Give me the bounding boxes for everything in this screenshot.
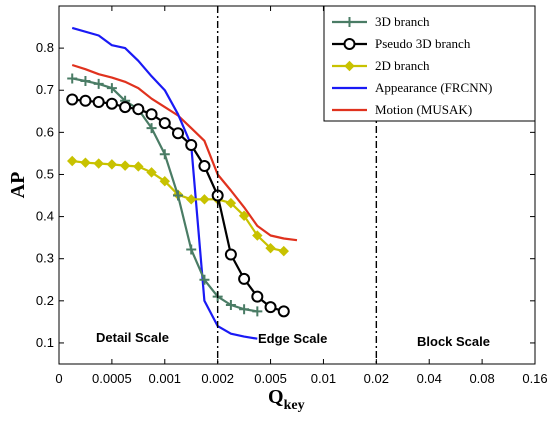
data-point-2d-branch	[225, 197, 237, 209]
data-point-pseudo-3d-branch	[105, 97, 118, 110]
y-tick-label: 0.4	[36, 209, 54, 224]
ticks-layer: 0 0.0005 0.001 0.002 0.005 0.01 0.02 0.04 0.08 0.…	[36, 6, 548, 386]
data-point-pseudo-3d-branch	[119, 101, 132, 114]
x-axis-title-main: Q	[268, 386, 284, 408]
y-tick-label: 0.1	[36, 335, 54, 350]
x-tick-label: 0	[55, 371, 62, 386]
legend-label-motion-musak: Motion (MUSAK)	[375, 102, 472, 117]
data-point-2d-branch	[146, 167, 157, 178]
data-point-2d-branch	[278, 245, 289, 257]
legend-marker-3d-branch	[344, 17, 355, 27]
x-tick-label: 0.001	[149, 371, 182, 386]
plot-frame	[58, 5, 536, 365]
data-point-2d-branch	[67, 155, 78, 167]
legend-entry-pseudo-3d-branch: Pseudo 3D branch	[332, 36, 471, 51]
series-appearance-frcnn	[71, 26, 258, 340]
data-point-3d-branch	[252, 306, 263, 317]
data-point-pseudo-3d-branch	[264, 301, 277, 314]
data-point-3d-branch	[80, 75, 91, 86]
data-point-pseudo-3d-branch	[185, 138, 198, 151]
data-point-pseudo-3d-branch	[79, 94, 92, 107]
series-pseudo-3d-branch	[66, 93, 290, 318]
legend-marker-2d-branch	[344, 60, 355, 72]
x-tick-label: 0.08	[469, 371, 494, 386]
data-point-3d-branch	[173, 190, 183, 201]
y-tick-label: 0.8	[36, 40, 54, 55]
data-point-3d-branch	[159, 149, 170, 160]
data-point-2d-branch	[265, 242, 276, 254]
legend-label-2d-branch: 2D branch	[375, 58, 430, 73]
legend-entry-motion-musak: Motion (MUSAK)	[332, 102, 472, 117]
legend-label-appearance-frcnn: Appearance (FRCNN)	[375, 80, 492, 95]
data-point-pseudo-3d-branch	[158, 117, 171, 130]
y-tick-label: 0.3	[36, 251, 54, 266]
y-tick-label: 0.7	[36, 82, 54, 97]
series-line-motion-musak	[71, 63, 298, 242]
x-tick-label: 0.0005	[92, 371, 132, 386]
data-point-3d-branch	[186, 244, 197, 255]
legend-marker-pseudo-3d-branch	[343, 38, 356, 50]
series-layer	[66, 26, 298, 340]
data-point-pseudo-3d-branch	[238, 272, 251, 285]
data-point-pseudo-3d-branch	[92, 96, 105, 109]
y-tick-label: 0.2	[36, 293, 54, 308]
x-tick-label: 0.005	[254, 371, 287, 386]
data-point-3d-branch	[225, 300, 236, 311]
data-point-2d-branch	[186, 194, 197, 205]
data-point-2d-branch	[93, 158, 104, 169]
data-point-2d-branch	[133, 161, 144, 172]
region-label-edge: Edge Scale	[258, 331, 327, 346]
series-motion-musak	[71, 63, 298, 242]
y-tick-label: 0.6	[36, 124, 54, 139]
data-point-3d-branch	[67, 73, 78, 84]
data-point-pseudo-3d-branch	[66, 93, 79, 106]
x-axis-title: Qkey	[268, 386, 305, 413]
series-3d-branch	[67, 73, 263, 317]
data-point-2d-branch	[80, 157, 91, 168]
region-label-block: Block Scale	[417, 334, 490, 349]
data-point-2d-branch	[119, 160, 131, 171]
legend-entry-appearance-frcnn: Appearance (FRCNN)	[332, 80, 492, 95]
legend-box	[323, 5, 536, 122]
x-tick-label: 0.01	[311, 371, 336, 386]
data-point-2d-branch	[199, 194, 210, 205]
region-label-detail: Detail Scale	[96, 330, 169, 345]
legend-label-3d-branch: 3D branch	[375, 14, 430, 29]
data-point-3d-branch	[199, 274, 210, 285]
x-tick-label: 0.04	[417, 371, 442, 386]
data-point-pseudo-3d-branch	[172, 127, 184, 140]
data-point-2d-branch	[252, 230, 263, 241]
x-tick-label: 0.02	[364, 371, 389, 386]
x-axis-title-subscript: key	[284, 398, 305, 413]
data-point-3d-branch	[106, 83, 117, 94]
data-point-2d-branch	[238, 210, 250, 221]
y-axis-title: AP	[7, 172, 29, 199]
data-point-2d-branch	[106, 159, 118, 170]
x-tick-label: 0.002	[201, 371, 234, 386]
legend: 3D branch Pseudo 3D branch 2D branch Appear…	[323, 5, 536, 122]
data-point-pseudo-3d-branch	[251, 290, 264, 303]
data-point-pseudo-3d-branch	[277, 305, 290, 318]
legend-entry-3d-branch: 3D branch	[332, 14, 430, 29]
legend-entry-2d-branch: 2D branch	[332, 58, 430, 73]
data-point-pseudo-3d-branch	[224, 248, 237, 261]
data-point-3d-branch	[239, 304, 250, 315]
series-line-appearance-frcnn	[71, 26, 258, 340]
data-point-pseudo-3d-branch	[132, 103, 145, 116]
data-point-3d-branch	[93, 78, 104, 89]
data-point-2d-branch	[159, 176, 170, 187]
x-tick-label: 0.16	[522, 371, 547, 386]
legend-label-pseudo-3d-branch: Pseudo 3D branch	[375, 36, 471, 51]
y-tick-label: 0.5	[36, 166, 54, 181]
data-point-pseudo-3d-branch	[198, 160, 211, 173]
data-point-3d-branch	[146, 123, 157, 134]
data-point-pseudo-3d-branch	[145, 108, 158, 121]
